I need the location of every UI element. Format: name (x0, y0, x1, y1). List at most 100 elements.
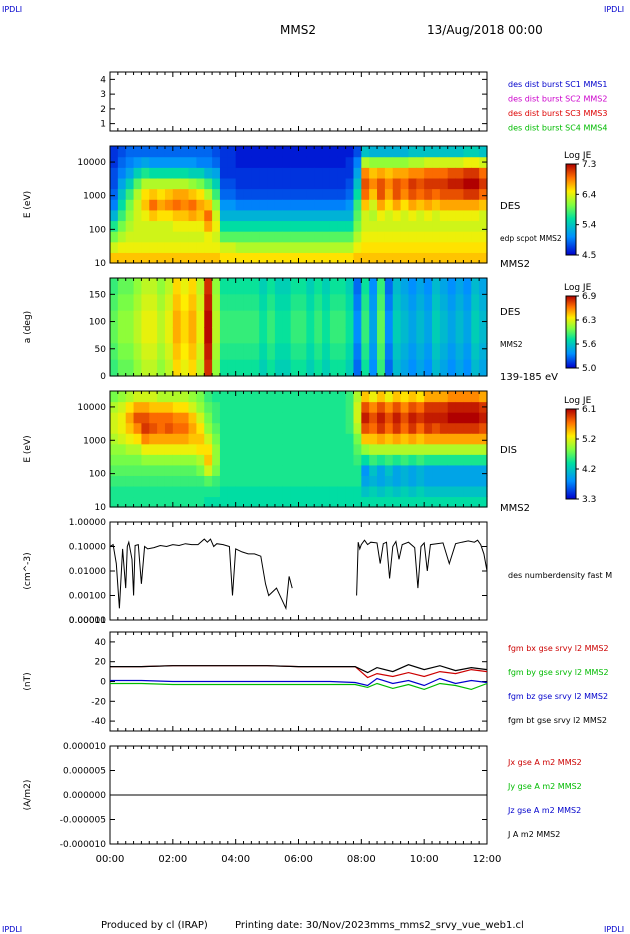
colorbar-title: Log JE (564, 283, 592, 293)
spectrogram-cell (329, 199, 339, 211)
spectrogram-cell (267, 156, 276, 168)
spectrogram-cell (384, 167, 394, 179)
spectrogram-cell (172, 443, 182, 455)
pitch-angle-cell (432, 359, 441, 377)
pitch-angle-cell (110, 294, 119, 312)
spectrogram-cell (353, 241, 362, 253)
pitch-angle-cell (212, 294, 221, 312)
spectrogram-cell (219, 177, 229, 190)
spectrogram-cell (408, 252, 417, 264)
spectrogram-cell (243, 401, 252, 413)
x-tick-label: 00:00 (96, 854, 125, 865)
pitch-angle-cell (369, 359, 378, 377)
spectrogram-cell (133, 177, 143, 190)
pitch-angle-cell (164, 327, 174, 344)
spectrogram-cell (369, 188, 378, 200)
spectrogram-cell (188, 252, 197, 264)
y-axis-label: (A/m2) (23, 780, 33, 811)
spectrogram-cell (329, 422, 339, 434)
spectrogram-cell (243, 188, 252, 200)
spectrogram-cell (125, 464, 135, 476)
spectrogram-cell (400, 496, 410, 508)
spectrogram-cell (392, 454, 402, 466)
y-tick-label: 100 (89, 225, 106, 235)
spectrogram-cell (345, 146, 355, 158)
spectrogram-cell (447, 443, 457, 455)
spectrogram-cell (424, 209, 433, 222)
spectrogram-cell (455, 188, 465, 200)
spectrogram-cell (447, 241, 457, 253)
spectrogram-cell (298, 188, 307, 200)
spectrogram-cell (125, 188, 135, 200)
spectrogram-cell (384, 412, 394, 424)
pitch-angle-cell (306, 343, 315, 361)
spectrogram-cell (259, 464, 268, 476)
spectrogram-cell (432, 167, 441, 179)
colorbar-tick-label: 6.1 (582, 405, 596, 415)
spectrogram-cell (251, 220, 260, 232)
spectrogram-cell (117, 220, 127, 232)
y-tick-label: 10000 (77, 158, 106, 168)
spectrogram-cell (384, 454, 394, 466)
pitch-angle-cell (329, 294, 339, 312)
spectrogram-cell (235, 485, 245, 498)
spectrogram-cell (267, 199, 276, 211)
spectrogram-cell (298, 443, 307, 455)
spectrogram-cell (439, 252, 449, 264)
spectrogram-cell (337, 220, 347, 232)
spectrogram-cell (259, 496, 268, 508)
spectrogram-cell (345, 391, 355, 403)
spectrogram-cell (384, 231, 394, 243)
pitch-angle-cell (117, 294, 127, 312)
pitch-angle-cell (479, 294, 488, 312)
spectrogram-cell (157, 220, 166, 232)
pitch-angle-cell (141, 310, 150, 328)
spectrogram-cell (369, 464, 378, 476)
spectrogram-cell (463, 464, 472, 476)
spectrogram-cell (416, 412, 425, 424)
pitch-angle-cell (259, 359, 268, 377)
spectrogram-cell (196, 177, 205, 190)
spectrogram-cell (424, 252, 433, 264)
spectrogram-cell (479, 209, 488, 222)
spectrogram-cell (164, 220, 174, 232)
pitch-angle-cell (125, 343, 135, 361)
spectrogram-cell (164, 209, 174, 222)
pitch-angle-cell (479, 359, 488, 377)
spectrogram-cell (251, 433, 260, 445)
spectrogram-cell (298, 241, 307, 253)
spectrogram-cell (322, 231, 331, 243)
spectrogram-cell (361, 146, 370, 158)
spectrogram-cell (180, 454, 190, 466)
spectrogram-cell (298, 156, 307, 168)
spectrogram-cell (298, 433, 307, 445)
spectrogram-cell (212, 188, 221, 200)
spectrogram-cell (204, 146, 213, 158)
spectrogram-cell (369, 177, 378, 190)
spectrogram-cell (471, 464, 480, 476)
y-tick-label: 10 (95, 503, 107, 513)
side-label: MMS2 (500, 503, 530, 514)
spectrogram-cell (125, 156, 135, 168)
spectrogram-cell (361, 401, 370, 413)
spectrogram-cell (141, 464, 150, 476)
spectrogram-cell (479, 485, 488, 498)
pitch-angle-cell (290, 294, 300, 312)
pitch-angle-cell (345, 278, 355, 295)
spectrogram-cell (463, 167, 472, 179)
pitch-angle-cell (196, 310, 205, 328)
spectrogram-cell (188, 412, 197, 424)
spectrogram-cell (447, 167, 457, 179)
spectrogram-cell (455, 241, 465, 253)
spectrogram-cell (149, 252, 158, 264)
pitch-angle-cell (149, 327, 158, 344)
y-tick-label: 0 (100, 372, 106, 382)
pitch-angle-cell (110, 343, 119, 361)
colorbar (565, 408, 577, 500)
spectrogram-cell (282, 177, 292, 190)
spectrogram-cell (455, 422, 465, 434)
pitch-angle-cell (290, 278, 300, 295)
spectrogram-cell (172, 156, 182, 168)
pitch-angle-cell (416, 278, 425, 295)
pitch-angle-cell (408, 278, 417, 295)
